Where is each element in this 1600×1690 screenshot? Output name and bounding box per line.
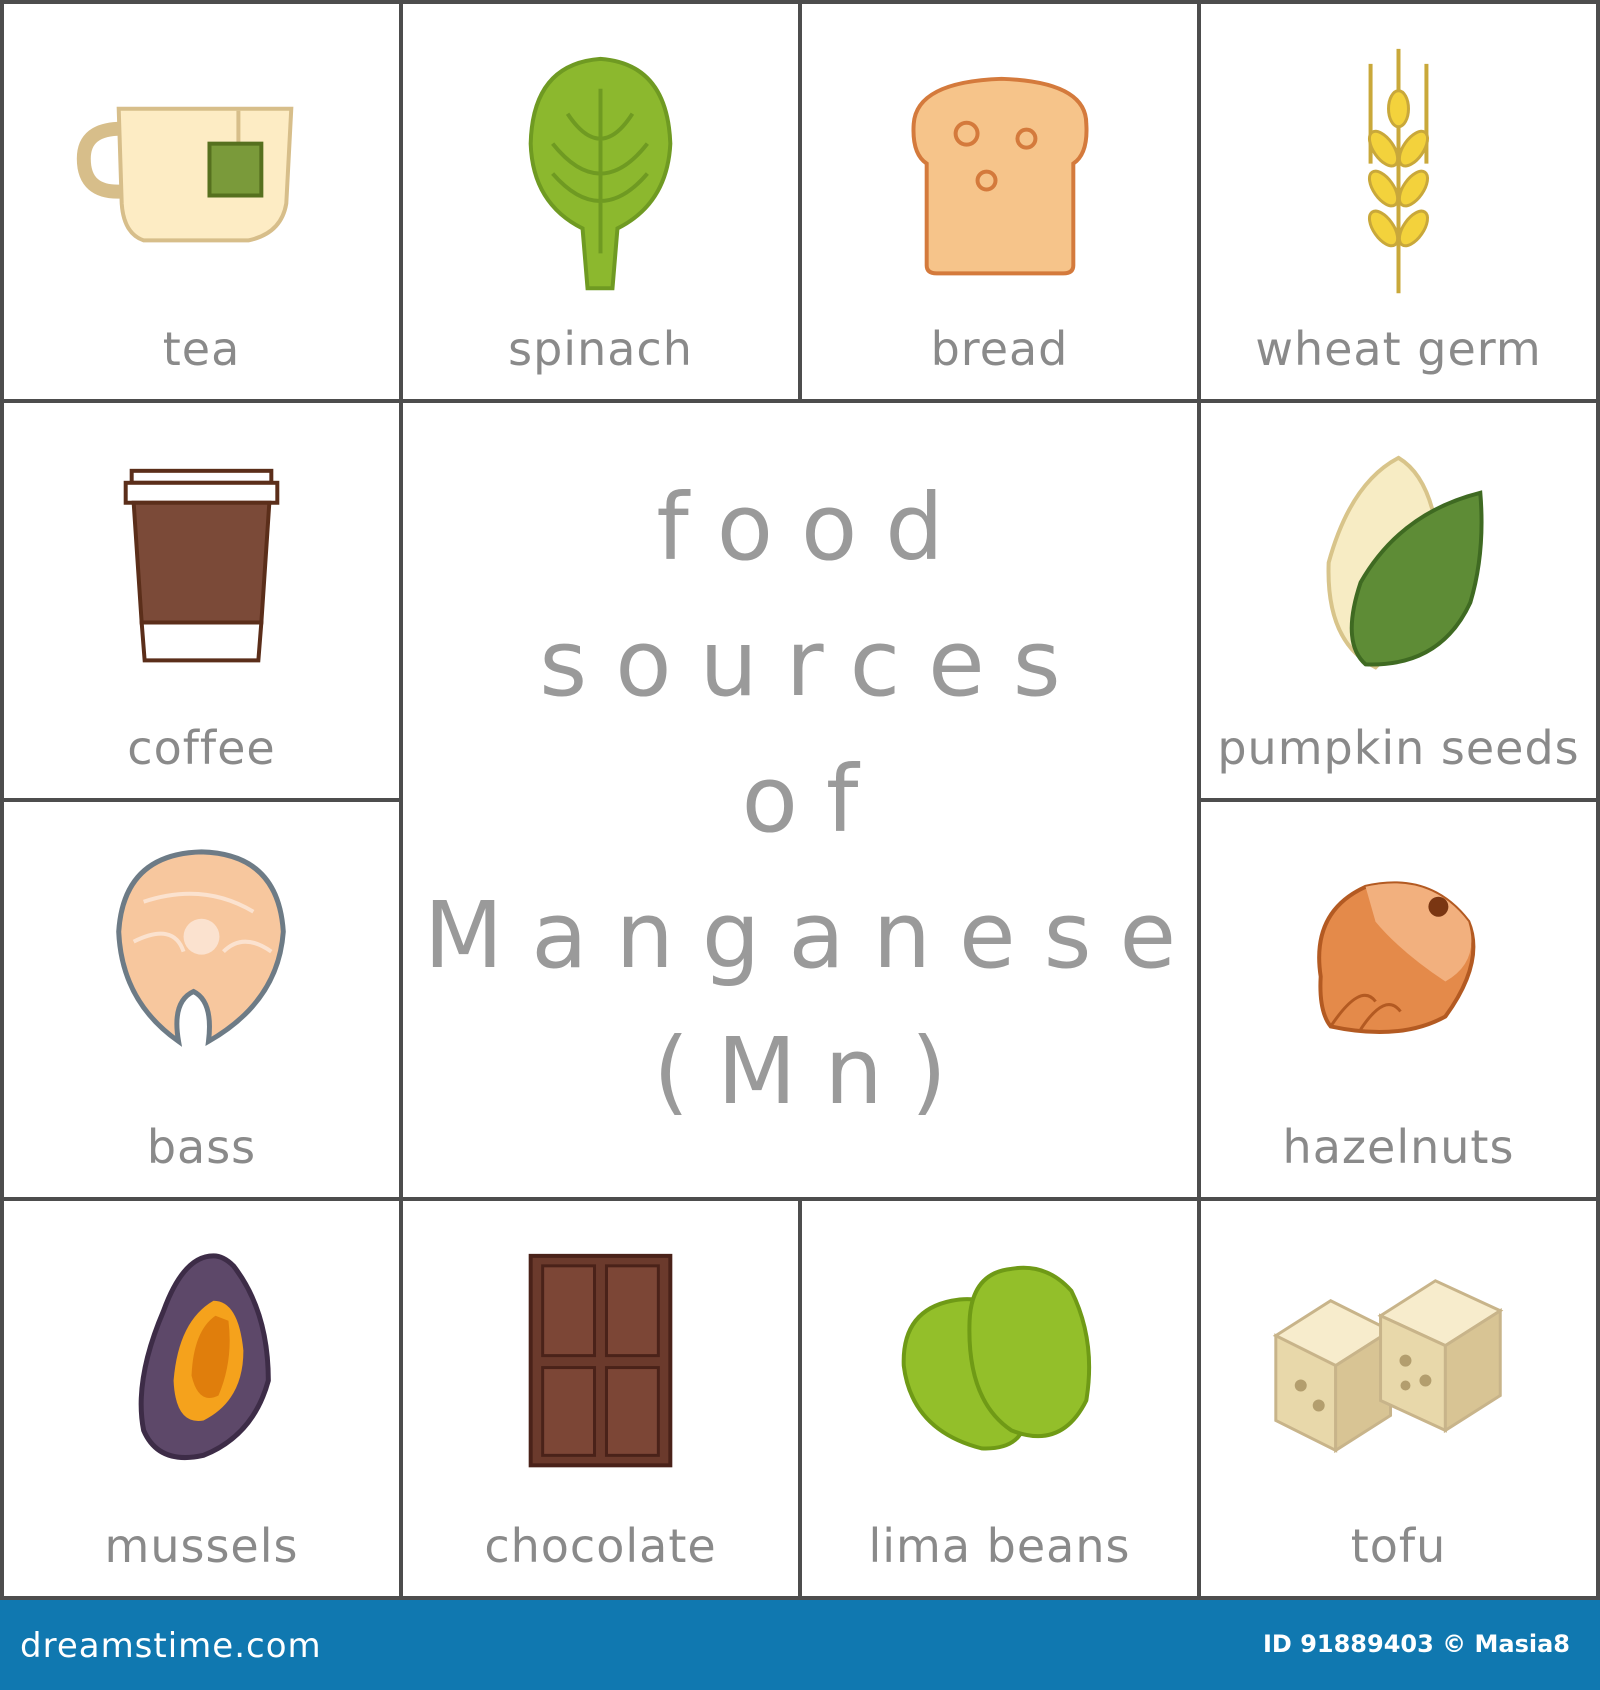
- food-card-bread: bread: [802, 4, 1197, 399]
- title-line: sources: [539, 610, 1089, 717]
- food-card-tofu: tofu: [1201, 1201, 1596, 1596]
- image-credit: ID 91889403 © Masia8: [1263, 1630, 1570, 1658]
- food-card-mussels: mussels: [4, 1201, 399, 1596]
- dreamstime-logo[interactable]: dreamstime.com: [20, 1626, 322, 1666]
- food-card-wheat-germ: wheat germ: [1201, 4, 1596, 399]
- title-panel: food sources of Manganese (Mn): [403, 403, 1197, 1197]
- tofu-icon: [1272, 1279, 1504, 1454]
- title-line: (Mn): [653, 1018, 975, 1125]
- food-card-hazelnuts: hazelnuts: [1201, 802, 1596, 1197]
- food-card-pumpkin-seeds: pumpkin seeds: [1201, 403, 1596, 798]
- mussel-icon: [138, 1253, 271, 1461]
- footer-bar: dreamstime.com ID 91889403 © Masia8: [0, 1600, 1600, 1690]
- food-label: tofu: [1350, 1519, 1447, 1573]
- spinach-leaf-icon: [528, 56, 673, 291]
- food-label: spinach: [508, 322, 693, 376]
- title-line: Manganese: [423, 882, 1197, 989]
- food-label: chocolate: [484, 1519, 717, 1573]
- pumpkin-seeds-icon: [1326, 455, 1484, 670]
- bread-slice-icon: [911, 76, 1089, 276]
- food-card-lima-beans: lima beans: [802, 1201, 1197, 1596]
- food-card-chocolate: chocolate: [403, 1201, 798, 1596]
- title-line: of: [741, 746, 887, 853]
- food-label: hazelnuts: [1282, 1120, 1515, 1174]
- food-label: coffee: [127, 721, 276, 775]
- food-card-coffee: coffee: [4, 403, 399, 798]
- food-label: lima beans: [868, 1519, 1131, 1573]
- food-card-tea: tea: [4, 4, 399, 399]
- food-label: bread: [930, 322, 1069, 376]
- title-line: food: [656, 474, 972, 581]
- lima-beans-icon: [901, 1265, 1092, 1451]
- food-grid: tea spinach bread: [0, 0, 1600, 1600]
- coffee-cup-icon: [123, 468, 280, 663]
- hazelnut-icon: [1317, 881, 1476, 1035]
- food-label: tea: [162, 322, 241, 376]
- food-label: wheat germ: [1255, 322, 1542, 376]
- food-label: bass: [146, 1120, 257, 1174]
- chocolate-bar-icon: [528, 1253, 673, 1468]
- wheat-icon: [1367, 48, 1430, 294]
- food-card-spinach: spinach: [403, 4, 798, 399]
- food-label: pumpkin seeds: [1217, 721, 1580, 775]
- fish-steak-icon: [116, 849, 286, 1047]
- food-label: mussels: [104, 1519, 299, 1573]
- food-card-bass: bass: [4, 802, 399, 1197]
- tea-cup-icon: [76, 106, 294, 243]
